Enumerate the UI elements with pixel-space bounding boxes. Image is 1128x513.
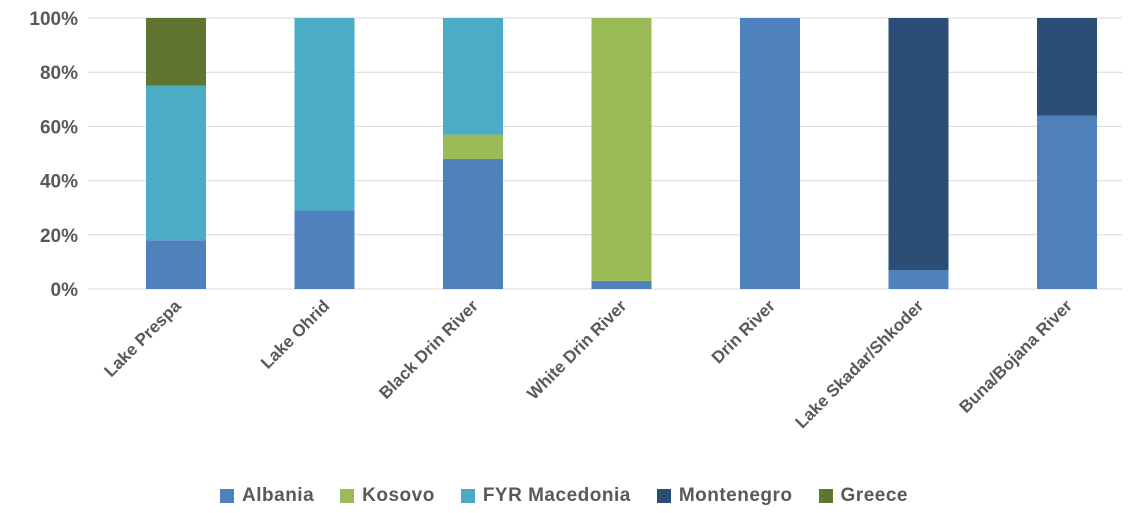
- bar-segment-montenegro: [1037, 18, 1097, 116]
- bar-segment-albania: [294, 210, 355, 289]
- bar-segment-fyr-macedonia: [294, 18, 355, 211]
- x-tick-label: Lake Skadar/Shkoder: [792, 296, 928, 432]
- y-tick-label: 40%: [40, 172, 78, 193]
- y-tick-label: 0%: [51, 280, 79, 301]
- legend-swatch: [220, 489, 235, 503]
- bars: [146, 18, 1097, 289]
- legend-item: Kosovo: [340, 485, 435, 507]
- y-tick-label: 100%: [29, 9, 78, 30]
- bar-segment-fyr-macedonia: [443, 18, 503, 135]
- legend-label: FYR Macedonia: [482, 485, 631, 506]
- bar-segment-kosovo: [443, 134, 503, 159]
- x-tick-label: White Drin River: [523, 296, 630, 403]
- legend-label: Montenegro: [678, 485, 793, 506]
- bar-segment-montenegro: [888, 18, 949, 271]
- legend: Albania Kosovo FYR Macedonia Montenegro Gree…: [0, 485, 1128, 507]
- bar-segment-kosovo: [591, 18, 652, 281]
- bar-segment-fyr-macedonia: [146, 85, 206, 241]
- bar-segment-albania: [740, 18, 800, 289]
- bar-segment-greece: [146, 18, 206, 86]
- legend-item: Albania: [220, 485, 314, 507]
- legend-item: FYR Macedonia: [460, 485, 631, 507]
- legend-item: Greece: [818, 485, 908, 507]
- legend-swatch: [818, 489, 833, 503]
- legend-label: Albania: [242, 485, 315, 506]
- bar-segment-albania: [591, 280, 652, 289]
- bar-segment-albania: [146, 240, 206, 289]
- legend-label: Kosovo: [362, 485, 435, 506]
- bar-segment-albania: [1037, 115, 1097, 289]
- x-tick-label: Lake Ohrid: [257, 296, 333, 372]
- bar-segment-albania: [443, 158, 503, 289]
- legend-swatch: [340, 489, 355, 503]
- y-tick-label: 80%: [40, 63, 78, 84]
- y-axis-ticks: 0% 20% 40% 60% 80% 100%: [29, 9, 78, 301]
- legend-label: Greece: [840, 485, 908, 506]
- legend-swatch: [656, 489, 671, 503]
- x-tick-label: Black Drin River: [376, 296, 483, 403]
- y-tick-label: 60%: [40, 117, 78, 138]
- legend-swatch: [460, 489, 475, 503]
- legend-item: Montenegro: [656, 485, 793, 507]
- x-axis-ticks: Lake Prespa Lake Ohrid Black Drin River Whi…: [101, 296, 1077, 432]
- x-tick-label: Lake Prespa: [101, 296, 186, 381]
- bar-segment-albania: [888, 270, 949, 289]
- x-tick-label: Buna/Bojana River: [956, 296, 1077, 417]
- y-tick-label: 20%: [40, 226, 78, 247]
- x-tick-label: Drin River: [708, 296, 779, 367]
